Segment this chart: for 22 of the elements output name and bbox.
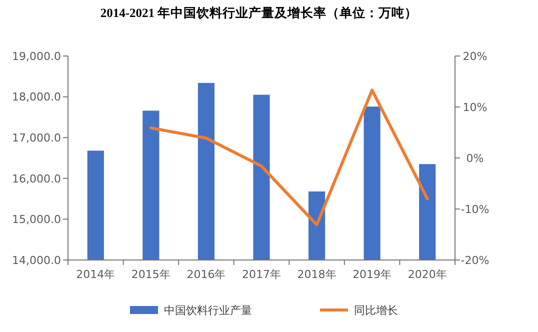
x-tick-label: 2020年 xyxy=(408,268,447,281)
y2-tick-label: -20% xyxy=(460,254,490,267)
y-tick-label: 17,000.0 xyxy=(12,131,61,144)
x-tick-label: 2018年 xyxy=(297,268,336,281)
chart-title: 2014-2021 年中国饮料行业产量及增长率（单位：万吨） xyxy=(100,5,418,20)
x-tick-label: 2015年 xyxy=(131,268,170,281)
y2-tick-label: 20% xyxy=(462,50,488,63)
y2-tick-label: 10% xyxy=(462,100,488,114)
legend-label: 中国饮料行业产量 xyxy=(164,304,252,317)
x-tick-label: 2019年 xyxy=(352,268,392,281)
y-tick-label: 15,000.0 xyxy=(12,213,61,226)
y-tick-label: 19,000.0 xyxy=(12,50,61,63)
y-tick-label: 16,000.0 xyxy=(12,172,61,186)
line-series xyxy=(149,88,429,226)
x-tick-label: 2016年 xyxy=(186,268,226,281)
y2-tick-label: 0% xyxy=(466,152,484,165)
x-tick-label: 2014年 xyxy=(76,268,116,281)
legend-label: 同比增长 xyxy=(354,304,398,317)
y-tick-label: 18,000.0 xyxy=(12,90,61,104)
x-tick-label: 2017年 xyxy=(242,268,281,281)
y2-tick-label: -10% xyxy=(460,202,490,216)
y-tick-label: 14,000.0 xyxy=(12,254,61,267)
